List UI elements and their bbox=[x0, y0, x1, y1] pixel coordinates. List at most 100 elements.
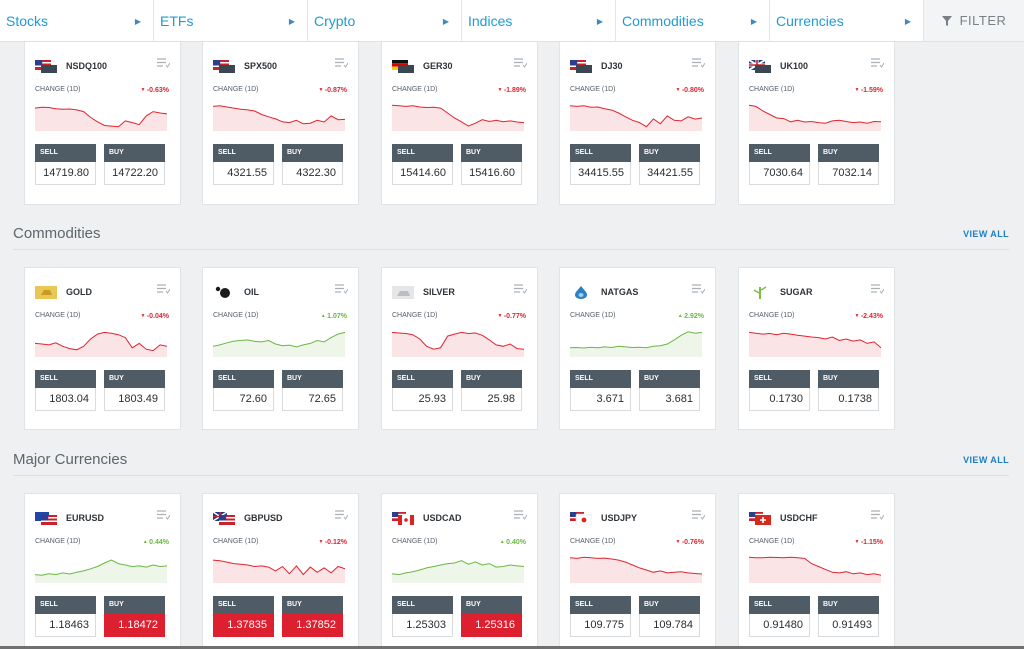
watchlist-menu-icon[interactable] bbox=[157, 284, 170, 295]
instrument-card-gold[interactable]: GOLD CHANGE (1D) ▼ -0.04% SELL BUY 1803.04 180… bbox=[24, 267, 181, 430]
instrument-card-uk100[interactable]: UK100 CHANGE (1D) ▼ -1.59% SELL BUY 7030.64 70… bbox=[738, 42, 895, 205]
sell-price[interactable]: 7030.64 bbox=[749, 162, 810, 185]
buy-price[interactable]: 1.25316 bbox=[461, 614, 522, 637]
buy-button-label[interactable]: BUY bbox=[639, 370, 700, 388]
buy-button-label[interactable]: BUY bbox=[461, 144, 522, 162]
sell-button-label[interactable]: SELL bbox=[392, 144, 453, 162]
nav-tab-etfs[interactable]: ETFs ▶ bbox=[154, 0, 308, 42]
buy-price[interactable]: 3.681 bbox=[639, 388, 700, 411]
watchlist-menu-icon[interactable] bbox=[157, 58, 170, 69]
buy-price[interactable]: 72.65 bbox=[282, 388, 343, 411]
sell-price[interactable]: 0.91480 bbox=[749, 614, 810, 637]
nav-tab-indices[interactable]: Indices ▶ bbox=[462, 0, 616, 42]
buy-button-label[interactable]: BUY bbox=[104, 596, 165, 614]
sell-price[interactable]: 14719.80 bbox=[35, 162, 96, 185]
instrument-card-spx500[interactable]: SPX500 CHANGE (1D) ▼ -0.87% SELL BUY 4321.55 4… bbox=[202, 42, 359, 205]
watchlist-menu-icon[interactable] bbox=[335, 58, 348, 69]
sell-button-label[interactable]: SELL bbox=[749, 144, 810, 162]
buy-button-label[interactable]: BUY bbox=[104, 144, 165, 162]
sell-button-label[interactable]: SELL bbox=[392, 596, 453, 614]
buy-button-label[interactable]: BUY bbox=[461, 596, 522, 614]
buy-price[interactable]: 34421.55 bbox=[639, 162, 700, 185]
instrument-card-nsdq100[interactable]: NSDQ100 CHANGE (1D) ▼ -0.63% SELL BUY 14719.8… bbox=[24, 42, 181, 205]
buy-price[interactable]: 1803.49 bbox=[104, 388, 165, 411]
buy-button-label[interactable]: BUY bbox=[818, 370, 879, 388]
watchlist-menu-icon[interactable] bbox=[514, 58, 527, 69]
sell-price[interactable]: 0.1730 bbox=[749, 388, 810, 411]
sell-price[interactable]: 1803.04 bbox=[35, 388, 96, 411]
buy-button-label[interactable]: BUY bbox=[639, 596, 700, 614]
sell-button-label[interactable]: SELL bbox=[35, 370, 96, 388]
nav-tab-crypto[interactable]: Crypto ▶ bbox=[308, 0, 462, 42]
buy-button-label[interactable]: BUY bbox=[104, 370, 165, 388]
sell-price[interactable]: 4321.55 bbox=[213, 162, 274, 185]
buy-price[interactable]: 1.37852 bbox=[282, 614, 343, 637]
sell-button-label[interactable]: SELL bbox=[213, 144, 274, 162]
sell-button-label[interactable]: SELL bbox=[570, 596, 631, 614]
sell-price[interactable]: 3.671 bbox=[570, 388, 631, 411]
watchlist-menu-icon[interactable] bbox=[692, 510, 705, 521]
instrument-card-dj30[interactable]: DJ30 CHANGE (1D) ▼ -0.80% SELL BUY 34415.55 34… bbox=[559, 42, 716, 205]
sell-price[interactable]: 109.775 bbox=[570, 614, 631, 637]
watchlist-menu-icon[interactable] bbox=[514, 284, 527, 295]
buy-price[interactable]: 14722.20 bbox=[104, 162, 165, 185]
view-all-link[interactable]: VIEW ALL bbox=[963, 228, 1009, 239]
watchlist-menu-icon[interactable] bbox=[335, 510, 348, 521]
nav-tab-commodities[interactable]: Commodities ▶ bbox=[616, 0, 770, 42]
instrument-card-oil[interactable]: OIL CHANGE (1D) ▲ 1.07% SELL BUY 72.60 72.65 bbox=[202, 267, 359, 430]
sell-price[interactable]: 1.25303 bbox=[392, 614, 453, 637]
watchlist-menu-icon[interactable] bbox=[692, 58, 705, 69]
buy-button-label[interactable]: BUY bbox=[461, 370, 522, 388]
nav-tab-stocks[interactable]: Stocks ▶ bbox=[0, 0, 154, 42]
instrument-card-ger30[interactable]: GER30 CHANGE (1D) ▼ -1.89% SELL BUY 15414.60 1… bbox=[381, 42, 538, 205]
buy-price[interactable]: 25.98 bbox=[461, 388, 522, 411]
buy-button-label[interactable]: BUY bbox=[282, 596, 343, 614]
buy-button-label[interactable]: BUY bbox=[282, 144, 343, 162]
sell-price[interactable]: 1.18463 bbox=[35, 614, 96, 637]
view-all-link[interactable]: VIEW ALL bbox=[963, 454, 1009, 465]
buy-price[interactable]: 4322.30 bbox=[282, 162, 343, 185]
sell-price[interactable]: 25.93 bbox=[392, 388, 453, 411]
sell-button-label[interactable]: SELL bbox=[570, 370, 631, 388]
watchlist-menu-icon[interactable] bbox=[871, 284, 884, 295]
buy-button-label[interactable]: BUY bbox=[818, 144, 879, 162]
nav-tab-currencies[interactable]: Currencies ▶ bbox=[770, 0, 924, 42]
sell-button-label[interactable]: SELL bbox=[392, 370, 453, 388]
sell-button-label[interactable]: SELL bbox=[213, 370, 274, 388]
sell-price[interactable]: 1.37835 bbox=[213, 614, 274, 637]
instrument-card-usdchf[interactable]: USDCHF CHANGE (1D) ▼ -1.15% SELL BUY 0.91480 0… bbox=[738, 493, 895, 649]
instrument-card-silver[interactable]: SILVER CHANGE (1D) ▼ -0.77% SELL BUY 25.93 25.… bbox=[381, 267, 538, 430]
buy-price[interactable]: 7032.14 bbox=[818, 162, 879, 185]
watchlist-menu-icon[interactable] bbox=[157, 510, 170, 521]
buy-button-label[interactable]: BUY bbox=[282, 370, 343, 388]
sell-price[interactable]: 15414.60 bbox=[392, 162, 453, 185]
watchlist-menu-icon[interactable] bbox=[692, 284, 705, 295]
instrument-card-usdcad[interactable]: USDCAD CHANGE (1D) ▲ 0.40% SELL BUY 1.25303 1.… bbox=[381, 493, 538, 649]
sell-button-label[interactable]: SELL bbox=[749, 370, 810, 388]
watchlist-menu-icon[interactable] bbox=[335, 284, 348, 295]
instrument-card-sugar[interactable]: SUGAR CHANGE (1D) ▼ -2.43% SELL BUY 0.1730 0.1… bbox=[738, 267, 895, 430]
instrument-card-eurusd[interactable]: EURUSD CHANGE (1D) ▲ 0.44% SELL BUY 1.18463 1.… bbox=[24, 493, 181, 649]
buy-price[interactable]: 1.18472 bbox=[104, 614, 165, 637]
buy-price[interactable]: 0.1738 bbox=[818, 388, 879, 411]
instrument-card-gbpusd[interactable]: GBPUSD CHANGE (1D) ▼ -0.12% SELL BUY 1.37835 1… bbox=[202, 493, 359, 649]
buy-price[interactable]: 109.784 bbox=[639, 614, 700, 637]
filter-button[interactable]: FILTER bbox=[924, 0, 1024, 41]
sell-price[interactable]: 34415.55 bbox=[570, 162, 631, 185]
watchlist-menu-icon[interactable] bbox=[871, 510, 884, 521]
watchlist-menu-icon[interactable] bbox=[514, 510, 527, 521]
instrument-card-usdjpy[interactable]: USDJPY CHANGE (1D) ▼ -0.76% SELL BUY 109.775 1… bbox=[559, 493, 716, 649]
instrument-card-natgas[interactable]: NATGAS CHANGE (1D) ▲ 2.92% SELL BUY 3.671 3.68… bbox=[559, 267, 716, 430]
buy-button-label[interactable]: BUY bbox=[818, 596, 879, 614]
buy-button-label[interactable]: BUY bbox=[639, 144, 700, 162]
sell-button-label[interactable]: SELL bbox=[749, 596, 810, 614]
sell-price[interactable]: 72.60 bbox=[213, 388, 274, 411]
change-value: ▼ -0.12% bbox=[318, 539, 347, 546]
buy-price[interactable]: 15416.60 bbox=[461, 162, 522, 185]
sell-button-label[interactable]: SELL bbox=[570, 144, 631, 162]
buy-price[interactable]: 0.91493 bbox=[818, 614, 879, 637]
sell-button-label[interactable]: SELL bbox=[35, 596, 96, 614]
watchlist-menu-icon[interactable] bbox=[871, 58, 884, 69]
sell-button-label[interactable]: SELL bbox=[35, 144, 96, 162]
sell-button-label[interactable]: SELL bbox=[213, 596, 274, 614]
